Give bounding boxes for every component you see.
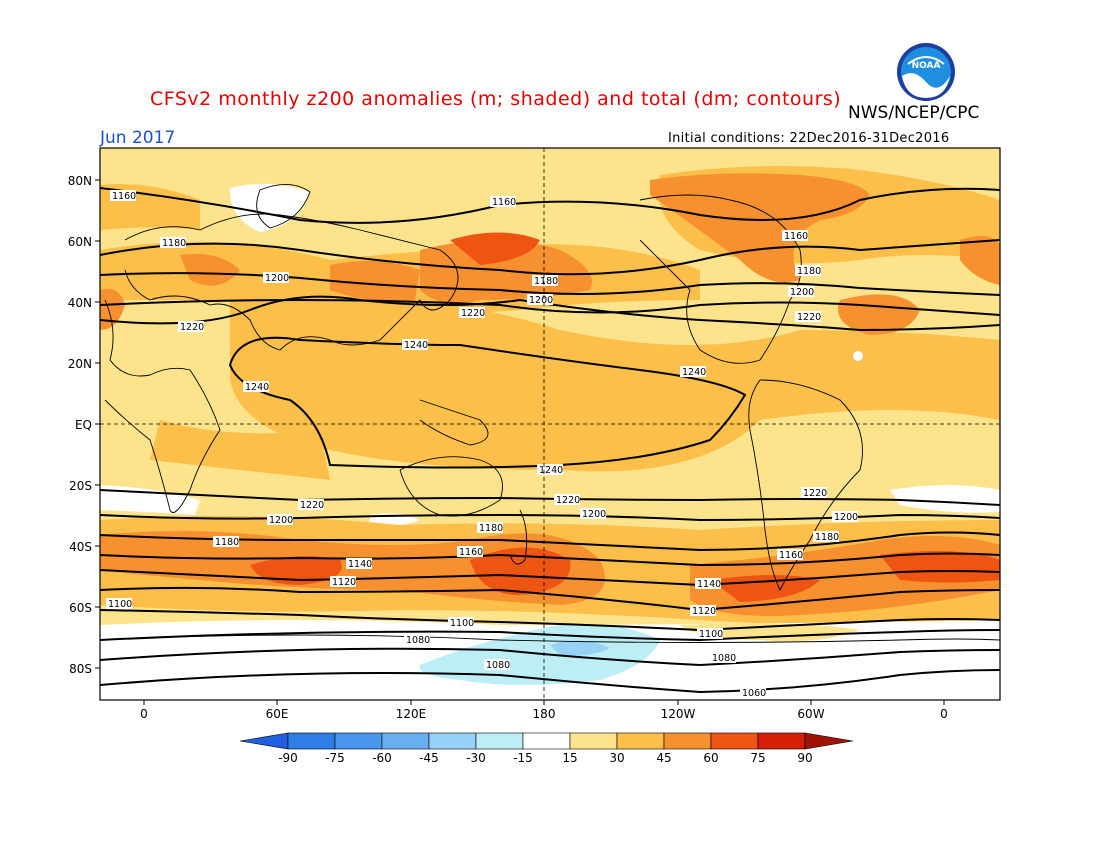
axis-ticks: [95, 179, 945, 705]
colorbar-label: 15: [562, 751, 577, 765]
contour-label: 1080: [486, 660, 510, 671]
contour-label: 1240: [404, 340, 428, 351]
colorbar-label: -60: [372, 751, 392, 765]
lon-label: 60W: [797, 707, 824, 721]
contour-labels: 1160 1160 1160 1180 1180 1180 1200 1200 …: [106, 190, 858, 699]
colorbar-box: [616, 732, 665, 750]
colorbar-box: [663, 732, 712, 750]
lat-label: 60N: [68, 235, 92, 249]
contour-label: 1160: [112, 191, 136, 202]
height-contours: [100, 187, 1000, 694]
colorbar-label: 60: [703, 751, 718, 765]
contour-label: 1240: [539, 465, 563, 476]
lat-label: 80S: [69, 662, 92, 676]
colorbar-box: [381, 732, 430, 750]
colorbar-label: -45: [419, 751, 439, 765]
contour-label: 1220: [803, 488, 827, 499]
contour-label: 1160: [784, 231, 808, 242]
contour-label: 1180: [215, 537, 239, 548]
greenland-near-zero-region: [229, 183, 310, 232]
colorbar-label: -15: [513, 751, 533, 765]
lon-label: 0: [140, 707, 148, 721]
agency-label: NWS/NCEP/CPC: [848, 103, 980, 123]
contour-label: 1220: [797, 312, 821, 323]
contour-label: 1220: [461, 308, 485, 319]
contour-label: 1100: [108, 599, 132, 610]
lon-label: 60E: [266, 707, 289, 721]
colorbar-box: [710, 732, 759, 750]
colorbar-label: 75: [750, 751, 765, 765]
contour-label: 1180: [534, 276, 558, 287]
lon-label: 180: [533, 707, 556, 721]
colorbar-box: [428, 732, 477, 750]
lon-label: 0: [940, 707, 948, 721]
contour-label: 1140: [348, 559, 372, 570]
lon-label: 120W: [661, 707, 696, 721]
contour-label: 1140: [697, 579, 721, 590]
colorbar-box: [522, 732, 571, 750]
colorbar-label: 90: [797, 751, 812, 765]
colorbar-box: [475, 732, 524, 750]
colorbar-box: [287, 732, 336, 750]
contour-label: 1200: [265, 273, 289, 284]
contour-label: 1180: [815, 532, 839, 543]
lat-label: 40S: [69, 540, 92, 554]
contour-label: 1200: [834, 512, 858, 523]
colorbar: -90 -75 -60 -45 -30 -15 15 30 45 60 75 90: [239, 732, 854, 765]
colorbar-label: -75: [325, 751, 345, 765]
contour-label: 1220: [180, 322, 204, 333]
lon-label: 120E: [396, 707, 427, 721]
colorbar-box: [569, 732, 618, 750]
colorbar-box: [757, 732, 806, 750]
contour-label: 1180: [162, 238, 186, 249]
colorbar-label: 45: [656, 751, 671, 765]
contour-label: 1220: [556, 495, 580, 506]
coastlines: [100, 184, 1000, 643]
contour-label: 1100: [699, 629, 723, 640]
contour-label: 1120: [332, 577, 356, 588]
arctic-anomaly-region: [650, 173, 870, 283]
contour-label: 1060: [742, 688, 766, 699]
colorbar-label: -30: [466, 751, 486, 765]
colorbar-box: [334, 732, 383, 750]
colorbar-arrow-low: [239, 732, 289, 750]
colorbar-label: 30: [609, 751, 624, 765]
initial-conditions-label: Initial conditions: 22Dec2016-31Dec2016: [668, 131, 950, 146]
contour-label: 1080: [712, 653, 736, 664]
contour-label: 1200: [269, 515, 293, 526]
lat-label: 20S: [69, 479, 92, 493]
contour-label: 1180: [797, 266, 821, 277]
contour-label: 1200: [529, 295, 553, 306]
lat-label: 80N: [68, 174, 92, 188]
contour-label: 1080: [406, 635, 430, 646]
longitude-labels: 0 60E 120E 180 120W 60W 0: [140, 707, 948, 721]
lat-label: 40N: [68, 296, 92, 310]
latitude-labels: 80N 60N 40N 20N EQ 20S 40S 60S 80S: [68, 174, 92, 676]
contour-label: 1160: [492, 197, 516, 208]
contour-label: 1120: [692, 606, 716, 617]
colorbar-label: -90: [278, 751, 298, 765]
contour-label: 1240: [682, 367, 706, 378]
valid-month-label: Jun 2017: [100, 128, 176, 148]
tropical-anomaly-region: [230, 294, 1000, 472]
lat-label: 60S: [69, 601, 92, 615]
contour-label: 1160: [779, 550, 803, 561]
contour-label: 1200: [582, 509, 606, 520]
contour-label: 1200: [790, 287, 814, 298]
lat-label: 20N: [68, 357, 92, 371]
noaa-logo-icon: NOAA: [896, 42, 956, 102]
lat-label: EQ: [75, 418, 92, 432]
chart-title: CFSv2 monthly z200 anomalies (m; shaded)…: [150, 88, 842, 110]
contour-label: 1220: [300, 500, 324, 511]
colorbar-arrow-high: [804, 732, 854, 750]
contour-label: 1100: [450, 618, 474, 629]
contour-label: 1180: [479, 523, 503, 534]
contour-label: 1160: [459, 547, 483, 558]
contour-label: 1240: [245, 382, 269, 393]
logo-text: NOAA: [912, 61, 941, 71]
